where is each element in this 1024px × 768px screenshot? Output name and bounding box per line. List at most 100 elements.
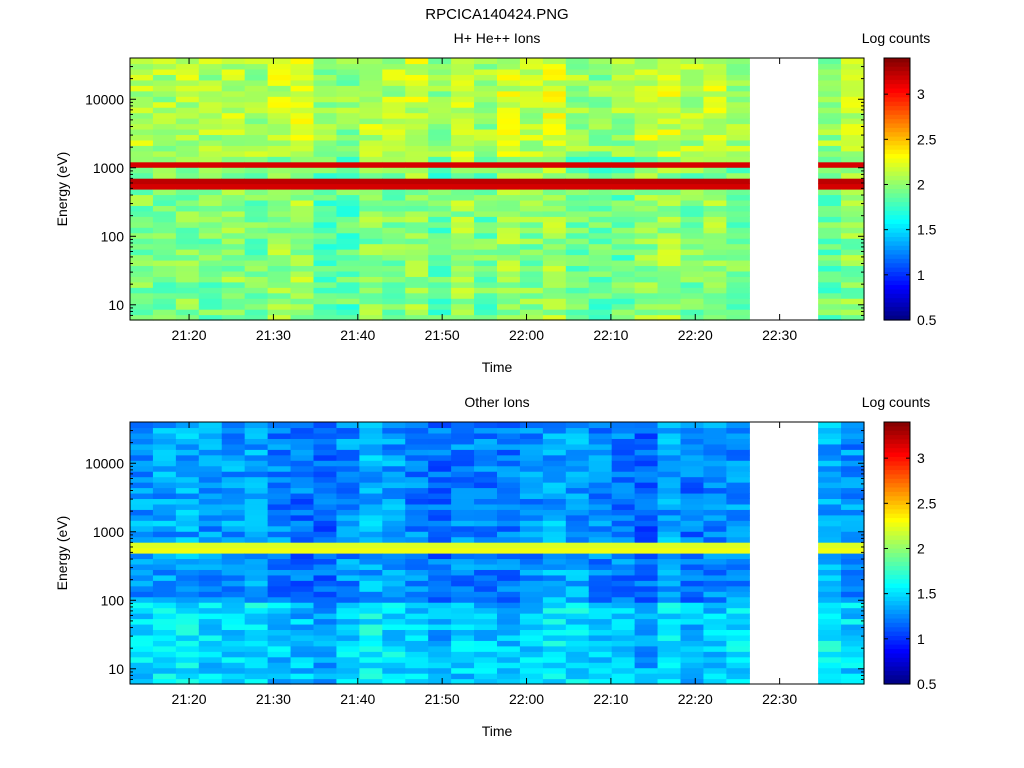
spectrogram-cell xyxy=(565,199,590,206)
spectrogram-cell xyxy=(313,602,338,609)
spectrogram-cell xyxy=(244,314,269,321)
spectrogram-cell xyxy=(428,460,452,467)
spectrogram-cell xyxy=(428,580,452,587)
spectrogram-cell xyxy=(405,514,429,521)
spectrogram-cell xyxy=(244,276,269,283)
spectrogram-cell xyxy=(588,673,613,680)
spectrogram-cell xyxy=(175,309,200,316)
spectrogram-cell xyxy=(290,314,315,321)
spectrogram-cell xyxy=(703,178,727,185)
spectrogram-cell xyxy=(474,58,498,65)
spectrogram-cell xyxy=(657,553,682,560)
spectrogram-cell xyxy=(451,645,475,652)
spectrogram-cell xyxy=(428,503,452,510)
spectrogram-cell xyxy=(542,634,567,641)
spectrogram-cell xyxy=(405,645,429,652)
spectrogram-cell xyxy=(428,243,452,250)
spectrogram-cell xyxy=(451,563,475,570)
spectrogram-cell xyxy=(588,531,613,538)
spectrogram-cell xyxy=(611,90,636,97)
spectrogram-cell xyxy=(152,128,177,136)
spectrogram-cell xyxy=(198,210,223,217)
spectrogram-cell xyxy=(451,79,475,86)
spectrogram-cell xyxy=(382,673,406,680)
spectrogram-cell xyxy=(519,63,544,70)
spectrogram-cell xyxy=(405,210,429,217)
spectrogram-cell xyxy=(313,123,338,130)
spectrogram-cell xyxy=(657,580,682,587)
spectrogram-cell xyxy=(405,85,429,92)
spectrogram-cell xyxy=(221,482,246,489)
colorbar-swatch xyxy=(884,539,910,545)
spectrogram-cell xyxy=(428,438,452,445)
colorbar-swatch xyxy=(884,289,910,295)
spectrogram-cell xyxy=(519,221,544,228)
spectrogram-cell xyxy=(336,221,360,228)
spectrogram-cell xyxy=(680,678,705,685)
spectrogram-cell xyxy=(565,454,590,461)
spectrogram-cell xyxy=(130,454,154,461)
spectrogram-cell xyxy=(565,254,590,261)
spectrogram-cell xyxy=(359,123,383,130)
spectrogram-cell xyxy=(290,90,315,97)
spectrogram-cell xyxy=(634,569,659,576)
spectrogram-cell xyxy=(818,221,842,228)
spectrogram-cell xyxy=(382,591,406,598)
spectrogram-cell xyxy=(198,585,223,592)
spectrogram-cell xyxy=(841,422,865,429)
spectrogram-cell xyxy=(611,498,636,505)
spectrogram-cell xyxy=(588,558,613,565)
spectrogram-cell xyxy=(428,640,452,647)
spectrogram-cell xyxy=(519,112,544,119)
spectrogram-cell xyxy=(313,254,338,261)
spectrogram-cell xyxy=(726,574,750,581)
spectrogram-cell xyxy=(542,482,567,489)
spectrogram-cell xyxy=(841,199,865,206)
spectrogram-cell xyxy=(519,216,544,223)
spectrogram-cell xyxy=(841,645,865,652)
spectrogram-cell xyxy=(841,634,865,641)
spectrogram-cell xyxy=(175,210,200,217)
spectrogram-cell xyxy=(267,139,292,146)
spectrogram-cell xyxy=(359,427,383,434)
spectrogram-cell xyxy=(542,596,567,603)
spectrogram-cell xyxy=(130,623,154,631)
spectrogram-cell xyxy=(474,454,498,461)
spectrogram-cell xyxy=(428,58,452,65)
spectrogram-cell xyxy=(428,276,452,283)
spectrogram-cell xyxy=(382,498,406,505)
spectrogram-cell xyxy=(565,287,590,294)
spectrogram-cell xyxy=(152,525,177,532)
spectrogram-cell xyxy=(244,287,269,294)
spectrogram-cell xyxy=(703,145,727,152)
spectrogram-cell xyxy=(451,281,475,288)
spectrogram-cell xyxy=(198,227,223,234)
spectrogram-cell xyxy=(267,309,292,316)
spectrogram-cell xyxy=(611,199,636,206)
spectrogram-cell xyxy=(382,443,406,450)
spectrogram-cell xyxy=(451,216,475,223)
spectrogram-cell xyxy=(382,553,406,560)
colorbar-swatch xyxy=(884,566,910,572)
spectrogram-cell xyxy=(703,651,727,658)
spectrogram-cell xyxy=(519,150,544,157)
spectrogram-cell xyxy=(382,432,406,439)
spectrogram-cell xyxy=(267,482,292,489)
spectrogram-cell xyxy=(428,574,452,581)
spectrogram-cell xyxy=(657,232,682,239)
spectrogram-cell xyxy=(519,161,544,168)
colorbar-swatch xyxy=(884,596,910,602)
spectrogram-cell xyxy=(428,678,452,685)
spectrogram-cell xyxy=(818,553,842,560)
spectrogram-cell xyxy=(267,514,292,521)
spectrogram-cell xyxy=(336,673,360,680)
spectrogram-cell xyxy=(428,167,452,174)
spectrogram-cell xyxy=(290,254,315,261)
spectrogram-cell xyxy=(221,145,246,152)
spectrogram-cell xyxy=(359,487,383,494)
spectrogram-cell xyxy=(336,292,360,299)
spectrogram-cell xyxy=(657,667,682,674)
spectrogram-cell xyxy=(703,580,727,587)
spectrogram-cell xyxy=(198,596,223,603)
spectrogram-cell xyxy=(519,90,544,97)
